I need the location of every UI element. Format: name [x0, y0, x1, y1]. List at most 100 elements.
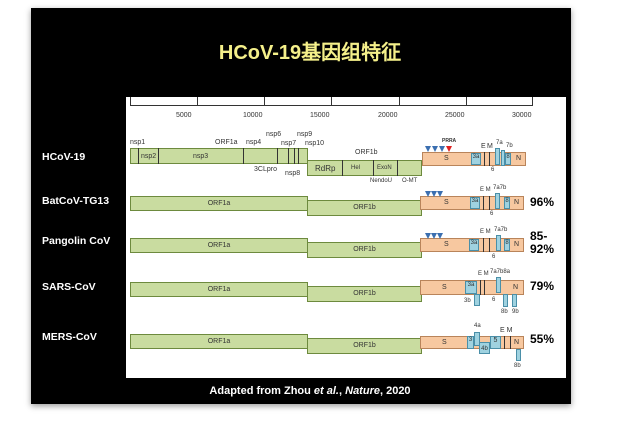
- 7a7b-label: 7a7b: [494, 227, 508, 233]
- 6-label: 6: [492, 297, 496, 303]
- orf1a-label: ORF1a: [215, 139, 238, 146]
- insertion-marker-icon: [425, 191, 431, 197]
- s-label: S: [442, 339, 447, 346]
- divider: [288, 148, 289, 164]
- orf8b-box: [516, 349, 521, 361]
- orf1a-bar: [130, 148, 308, 164]
- rdrp-label: RdRp: [315, 164, 336, 173]
- ruler-label: 15000: [310, 112, 330, 119]
- ruler-label: 5000: [176, 112, 192, 119]
- divider: [483, 238, 484, 252]
- nsp10-label: nsp10: [305, 140, 325, 147]
- divider: [397, 160, 398, 176]
- m-label: M: [487, 143, 493, 150]
- s-label: S: [444, 155, 449, 162]
- 7a-label: 7a: [496, 140, 503, 146]
- orf1b-bar: ORF1b: [307, 200, 422, 216]
- orf1a-bar: ORF1a: [130, 196, 308, 211]
- orf7a-box: [495, 148, 500, 165]
- ruler-tick: [197, 97, 198, 106]
- citation-caption: Adapted from Zhou et al., Nature, 2020: [0, 385, 620, 397]
- prra-marker-icon: [446, 146, 452, 152]
- n-label: N: [513, 284, 519, 291]
- 3b-label: 3b: [464, 298, 471, 304]
- em-label: E M: [480, 229, 491, 235]
- divider: [489, 196, 490, 210]
- nsp2-label: nsp2: [141, 153, 157, 160]
- nsp6-label: nsp6: [266, 131, 282, 138]
- orf3a-box: 3a: [470, 197, 480, 209]
- identity-percent-line2: 92%: [530, 242, 555, 256]
- orf1a-bar: ORF1a: [130, 282, 308, 297]
- divider: [510, 336, 511, 349]
- insertion-marker-icon: [437, 191, 443, 197]
- em-label: E M: [500, 327, 513, 334]
- divider: [480, 280, 481, 295]
- nsp1-label: nsp1: [130, 139, 146, 146]
- s-label: S: [444, 241, 449, 248]
- orf4b-box: 4b: [479, 342, 490, 354]
- caption-text: , 2020: [379, 385, 411, 397]
- divider: [158, 148, 159, 164]
- insertion-marker-icon: [439, 146, 445, 152]
- caption-text: ,: [339, 385, 346, 397]
- divider: [373, 160, 374, 176]
- genome-label-mers: MERS-CoV: [42, 331, 97, 343]
- 4a-label: 4a: [474, 323, 481, 329]
- 6-label: 6: [492, 254, 496, 260]
- caption-etal: et al.: [313, 385, 339, 397]
- nsp3-label: nsp3: [193, 153, 209, 160]
- orf4a-box: [474, 332, 480, 346]
- exon-label: ExoN: [377, 165, 392, 171]
- ruler-tick: [399, 97, 400, 106]
- insertion-marker-icon: [425, 146, 431, 152]
- orf1b-bar: ORF1b: [307, 242, 422, 258]
- orf8-box: 8: [505, 153, 511, 165]
- 7a7b-label: 7a7b: [493, 185, 507, 191]
- divider: [298, 148, 299, 164]
- insertion-marker-icon: [431, 233, 437, 239]
- genome-label-batcov: BatCoV-TG13: [42, 195, 110, 207]
- genome-label-hcov19: HCoV-19: [42, 151, 86, 163]
- insertion-marker-icon: [432, 146, 438, 152]
- ruler-label: 30000: [512, 112, 532, 119]
- orf7b-box: [501, 150, 505, 166]
- nsp4-label: nsp4: [246, 139, 262, 146]
- divider: [277, 148, 278, 164]
- identity-percent: 96%: [530, 195, 555, 209]
- 3clpro-label: 3CLpro: [254, 166, 277, 173]
- ruler-tick: [331, 97, 332, 106]
- divider: [243, 148, 244, 164]
- slide-title: HCoV-19基因组特征: [218, 42, 402, 64]
- divider: [294, 148, 295, 164]
- nsp9-label: nsp9: [297, 131, 313, 138]
- identity-percent-line1: 85-: [530, 229, 548, 243]
- orf3a-box: 3a: [469, 239, 479, 251]
- 9b-label: 9b: [512, 309, 519, 315]
- n-label: N: [514, 339, 520, 346]
- n-label: N: [514, 199, 520, 206]
- em-label: E M: [480, 187, 491, 193]
- orf5-box: 5: [490, 336, 501, 349]
- divider: [489, 238, 490, 252]
- em-label: E M: [478, 271, 489, 277]
- ruler-tick: [264, 97, 265, 106]
- nendou-label: NendoU: [370, 178, 393, 184]
- omt-label: O-MT: [402, 178, 418, 184]
- ruler-tick: [466, 97, 467, 106]
- nsp7-label: nsp7: [281, 140, 297, 147]
- orf3a-box: 3a: [465, 281, 477, 294]
- hel-label: Hel: [351, 165, 361, 171]
- orf7a-box: [496, 235, 501, 251]
- orf8b-box: [503, 294, 508, 307]
- divider: [342, 160, 343, 176]
- 7a7b8a-label: 7a7b8a: [490, 269, 511, 275]
- orf1b-bar: [307, 160, 422, 176]
- genome-panel: [126, 97, 566, 378]
- ruler-label: 25000: [445, 112, 465, 119]
- orf1b-label: ORF1b: [355, 149, 378, 156]
- divider: [138, 148, 139, 164]
- prra-label: PRRA: [442, 138, 457, 144]
- insertion-marker-icon: [431, 191, 437, 197]
- orf3b-box: [474, 294, 480, 306]
